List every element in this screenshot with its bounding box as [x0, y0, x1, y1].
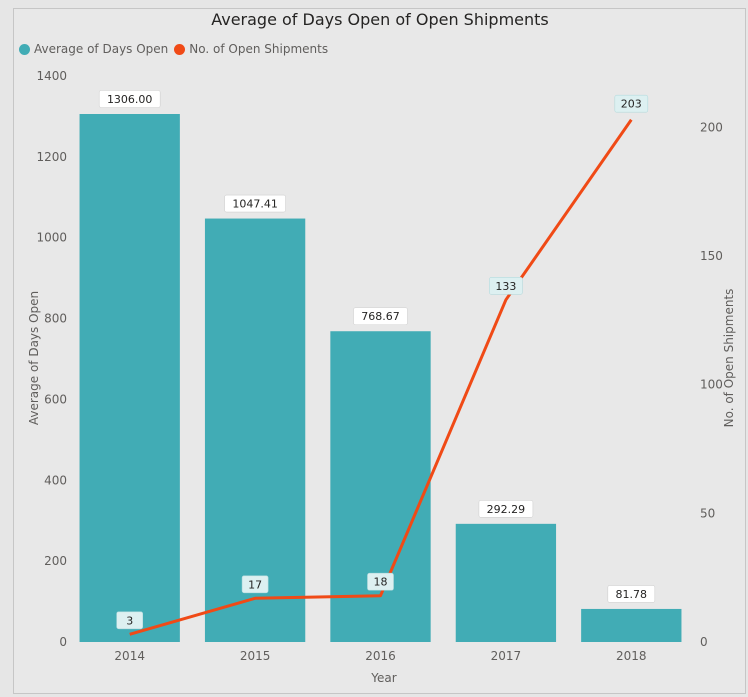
x-tick-label: 2017 [491, 649, 522, 663]
line-data-label-bg [367, 572, 394, 591]
x-tick-label: 2018 [616, 649, 647, 663]
line-data-label: 17 [248, 578, 262, 591]
line-data-label: 203 [621, 98, 642, 111]
chart-legend: Average of Days Open No. of Open Shipmen… [19, 42, 334, 56]
y-tick-label: 600 [44, 392, 67, 406]
y2-tick-label: 100 [700, 378, 723, 392]
legend-item-days-open[interactable]: Average of Days Open [19, 42, 168, 56]
bar-data-label: 81.78 [616, 588, 648, 601]
bar [455, 523, 557, 642]
bar [204, 218, 306, 642]
y-axis-title: Average of Days Open [27, 291, 41, 425]
bar-data-label-bg [98, 90, 161, 108]
y2-tick-label: 200 [700, 120, 723, 134]
y-tick-label: 1400 [36, 69, 67, 83]
x-tick-label: 2015 [240, 649, 271, 663]
legend-label-open-shipments: No. of Open Shipments [189, 42, 329, 56]
line-data-label-bg [614, 94, 649, 113]
legend-label-days-open: Average of Days Open [34, 42, 169, 56]
line-data-label-bg [116, 611, 143, 630]
legend-marker-days-open [19, 43, 30, 55]
x-tick-label: 2016 [365, 649, 396, 663]
bar-data-label: 1047.41 [232, 198, 278, 211]
y2-axis-title: No. of Open Shipments [722, 289, 736, 428]
series-line [129, 118, 633, 636]
line-data-label: 3 [126, 614, 133, 627]
legend-item-open-shipments[interactable]: No. of Open Shipments [174, 42, 328, 56]
bar-data-label: 1306.00 [107, 93, 153, 106]
bar [79, 114, 180, 642]
chart-title: Average of Days Open of Open Shipments [211, 10, 549, 29]
line-data-label-bg [489, 277, 523, 295]
y-tick-label: 1200 [36, 150, 67, 164]
bar-data-label: 768.67 [361, 310, 400, 323]
y2-tick-label: 50 [700, 506, 715, 520]
y2-tick-label: 0 [700, 635, 708, 649]
legend-marker-open-shipments [174, 43, 186, 55]
bar-data-label-bg [478, 500, 534, 518]
line-data-label: 133 [495, 280, 516, 293]
y-tick-label: 800 [44, 312, 67, 326]
y-tick-label: 400 [44, 473, 67, 487]
y-tick-label: 1000 [36, 231, 67, 245]
line-data-label-bg [241, 575, 269, 594]
bar-data-label-bg [224, 194, 286, 213]
bar-data-label-bg [607, 585, 656, 603]
y-tick-label: 200 [44, 554, 67, 568]
x-tick-label: 2014 [114, 649, 145, 663]
bar-data-label: 292.29 [487, 503, 526, 516]
line-data-label: 18 [374, 576, 388, 589]
bar-data-label-bg [353, 307, 408, 326]
y2-tick-label: 150 [700, 249, 723, 263]
y-tick-label: 0 [59, 635, 67, 649]
bar [581, 608, 682, 642]
x-axis-title: Year [370, 671, 396, 685]
